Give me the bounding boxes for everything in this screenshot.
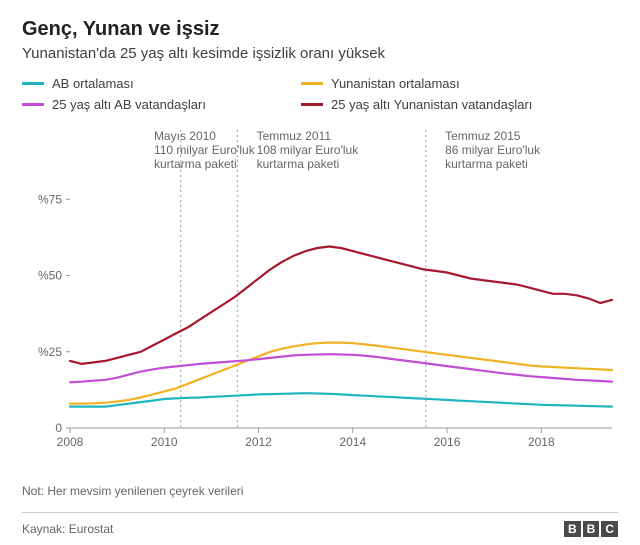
legend-swatch (22, 103, 44, 106)
footer-divider (22, 512, 618, 513)
legend-item: 25 yaş altı Yunanistan vatandaşları (301, 97, 591, 112)
svg-text:Temmuz 2011: Temmuz 2011 (257, 129, 332, 143)
legend-label: 25 yaş altı AB vatandaşları (52, 97, 206, 112)
svg-text:2018: 2018 (528, 435, 555, 449)
chart-note: Not: Her mevsim yenilenen çeyrek veriler… (22, 484, 618, 498)
legend-item: Yunanistan ortalaması (301, 76, 591, 91)
svg-text:%25: %25 (38, 345, 62, 359)
bbc-block: B (583, 521, 600, 537)
svg-text:Temmuz 2015: Temmuz 2015 (445, 129, 521, 143)
legend-swatch (301, 82, 323, 85)
svg-text:2016: 2016 (434, 435, 461, 449)
svg-text:110 milyar Euro'luk: 110 milyar Euro'luk (154, 143, 256, 157)
svg-text:kurtarma paketi: kurtarma paketi (257, 157, 340, 171)
svg-text:kurtarma paketi: kurtarma paketi (445, 157, 528, 171)
bbc-block: B (564, 521, 581, 537)
chart-card: Genç, Yunan ve işsiz Yunanistan'da 25 ya… (0, 0, 640, 545)
svg-text:0: 0 (55, 421, 62, 435)
chart-legend: AB ortalaması Yunanistan ortalaması 25 yaş… (22, 76, 602, 112)
svg-text:%50: %50 (38, 269, 62, 283)
svg-text:86 milyar Euro'luk: 86 milyar Euro'luk (445, 143, 541, 157)
legend-label: AB ortalaması (52, 76, 134, 91)
chart-source: Kaynak: Eurostat (22, 522, 113, 536)
svg-text:2010: 2010 (151, 435, 178, 449)
legend-item: AB ortalaması (22, 76, 283, 91)
legend-swatch (22, 82, 44, 85)
svg-text:Mayıs 2010: Mayıs 2010 (154, 129, 216, 143)
chart-title: Genç, Yunan ve işsiz (22, 18, 618, 41)
svg-text:%75: %75 (38, 192, 62, 206)
svg-text:108 milyar Euro'luk: 108 milyar Euro'luk (257, 143, 360, 157)
legend-item: 25 yaş altı AB vatandaşları (22, 97, 283, 112)
line-chart-svg: 0 %25 %50 %75 2008 2010 2012 2014 2016 2018 Mayıs … (22, 124, 618, 454)
legend-swatch (301, 103, 323, 106)
svg-text:2012: 2012 (245, 435, 272, 449)
svg-text:2008: 2008 (57, 435, 84, 449)
legend-label: Yunanistan ortalaması (331, 76, 460, 91)
svg-text:2014: 2014 (339, 435, 366, 449)
chart-footer: Not: Her mevsim yenilenen çeyrek veriler… (22, 484, 618, 537)
chart-area: 0 %25 %50 %75 2008 2010 2012 2014 2016 2018 Mayıs … (22, 124, 618, 454)
svg-text:kurtarma paketi: kurtarma paketi (154, 157, 237, 171)
chart-subtitle: Yunanistan'da 25 yaş altı kesimde işsizl… (22, 45, 618, 62)
legend-label: 25 yaş altı Yunanistan vatandaşları (331, 97, 532, 112)
bbc-logo: BBC (564, 521, 618, 537)
bbc-block: C (601, 521, 618, 537)
